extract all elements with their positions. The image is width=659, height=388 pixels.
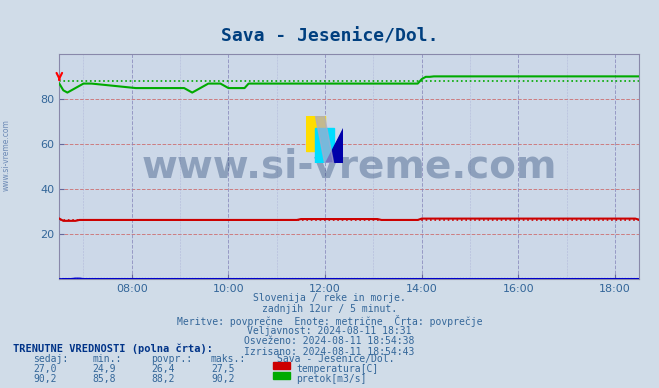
Text: pretok[m3/s]: pretok[m3/s] <box>297 374 367 384</box>
Text: sedaj:: sedaj: <box>33 354 68 364</box>
Text: TRENUTNE VREDNOSTI (polna črta):: TRENUTNE VREDNOSTI (polna črta): <box>13 343 213 354</box>
Text: maks.:: maks.: <box>211 354 246 364</box>
Text: Veljavnost: 2024-08-11 18:31: Veljavnost: 2024-08-11 18:31 <box>247 326 412 336</box>
Text: 90,2: 90,2 <box>211 374 235 384</box>
Text: 27,0: 27,0 <box>33 364 57 374</box>
Polygon shape <box>325 128 343 163</box>
Text: www.si-vreme.com: www.si-vreme.com <box>2 119 11 191</box>
Text: Slovenija / reke in morje.: Slovenija / reke in morje. <box>253 293 406 303</box>
Text: 88,2: 88,2 <box>152 374 175 384</box>
Polygon shape <box>316 116 333 163</box>
Text: 90,2: 90,2 <box>33 374 57 384</box>
Text: 27,5: 27,5 <box>211 364 235 374</box>
Text: 24,9: 24,9 <box>92 364 116 374</box>
Text: Izrisano: 2024-08-11 18:54:43: Izrisano: 2024-08-11 18:54:43 <box>244 347 415 357</box>
Text: 85,8: 85,8 <box>92 374 116 384</box>
Text: zadnjih 12ur / 5 minut.: zadnjih 12ur / 5 minut. <box>262 304 397 314</box>
Bar <box>316 128 333 163</box>
Text: temperatura[C]: temperatura[C] <box>297 364 379 374</box>
Text: www.si-vreme.com: www.si-vreme.com <box>142 148 557 186</box>
Text: Osveženo: 2024-08-11 18:54:38: Osveženo: 2024-08-11 18:54:38 <box>244 336 415 346</box>
Text: povpr.:: povpr.: <box>152 354 192 364</box>
Text: Sava - Jesenice/Dol.: Sava - Jesenice/Dol. <box>221 27 438 45</box>
Text: Meritve: povprečne  Enote: metrične  Črta: povprečje: Meritve: povprečne Enote: metrične Črta:… <box>177 315 482 327</box>
Text: Sava - Jesenice/Dol.: Sava - Jesenice/Dol. <box>277 354 394 364</box>
Bar <box>306 116 325 151</box>
Text: min.:: min.: <box>92 354 122 364</box>
Text: 26,4: 26,4 <box>152 364 175 374</box>
